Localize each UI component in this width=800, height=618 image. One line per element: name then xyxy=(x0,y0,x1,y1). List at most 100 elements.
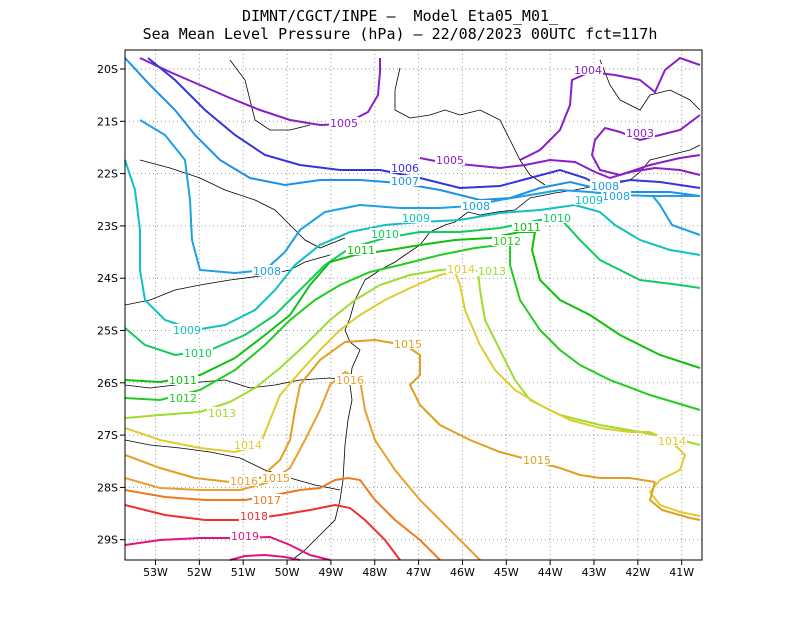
contour-label-bg xyxy=(390,175,420,186)
contour-label-bg xyxy=(168,392,198,403)
contour-label: 1016 xyxy=(336,374,364,387)
lon-tick-label: 46W xyxy=(450,566,475,579)
contour-label: 1004 xyxy=(574,64,602,77)
lon-tick-label: 43W xyxy=(582,566,607,579)
contour-line-1008b xyxy=(651,194,701,236)
contour-label-bg xyxy=(233,439,263,450)
contour-label-bg xyxy=(230,530,260,541)
contour-label-bg xyxy=(329,117,359,128)
contour-label: 1015 xyxy=(394,338,422,351)
contour-1017 xyxy=(124,476,441,561)
contour-label: 1009 xyxy=(402,212,430,225)
contour-label: 1008 xyxy=(253,265,281,278)
contour-label-bg xyxy=(252,494,282,505)
contour-label: 1014 xyxy=(447,263,475,276)
contour-line-1015b xyxy=(648,481,701,521)
contour-label-bg xyxy=(492,235,522,246)
contour-label-bg xyxy=(601,190,631,201)
contour-label-bg xyxy=(522,454,552,465)
contour-1008 xyxy=(139,119,701,275)
lon-tick-label: 48W xyxy=(362,566,387,579)
contour-label-bg xyxy=(172,324,202,335)
chart-subtitle: Sea Mean Level Pressure (hPa) – 22/08/20… xyxy=(142,25,658,43)
contour-label: 1018 xyxy=(240,510,268,523)
contour-label: 1009 xyxy=(575,194,603,207)
contour-line-1005b xyxy=(419,157,701,180)
contour-label: 1011 xyxy=(169,374,197,387)
contour-label-bg xyxy=(461,200,491,211)
contour-line-1004 xyxy=(519,56,701,161)
state-border-1 xyxy=(139,159,346,249)
chart-title: DIMNT/CGCT/INPE – Model Eta05_M01_ xyxy=(241,7,559,25)
contour-1018 xyxy=(124,503,401,561)
contour-1011 xyxy=(124,231,701,384)
contour-label-bg xyxy=(625,127,655,138)
state-border-4 xyxy=(124,439,341,491)
contour-1004 xyxy=(519,56,701,161)
contour-label: 1019 xyxy=(231,530,259,543)
axis-ticks: 53W 52W 51W 50W 49W 48W 47W 46W 45W 44W 43W 42W 41W 2… xyxy=(97,63,694,579)
contour-label-bg xyxy=(390,162,420,173)
contour-line-1014a xyxy=(124,270,701,517)
contour-label-bg xyxy=(239,510,269,521)
contour-label: 1010 xyxy=(543,212,571,225)
contour-label: 1008 xyxy=(591,180,619,193)
contour-label: 1008 xyxy=(602,190,630,203)
contour-label: 1017 xyxy=(253,494,281,507)
lon-tick-label: 51W xyxy=(231,566,256,579)
contour-label: 1013 xyxy=(478,265,506,278)
contour-label: 1014 xyxy=(658,435,686,448)
contour-label-bg xyxy=(335,374,365,385)
contour-line-1017 xyxy=(124,476,441,561)
lon-tick-label: 41W xyxy=(669,566,694,579)
contour-label: 1008 xyxy=(462,200,490,213)
contour-1005 xyxy=(139,57,701,180)
contour-label-bg xyxy=(574,194,604,205)
contour-1012 xyxy=(124,244,701,411)
lon-tick-label: 50W xyxy=(275,566,300,579)
contour-line-1008a xyxy=(139,119,700,275)
lat-tick-label: 28S xyxy=(97,481,118,494)
contour-label: 1003 xyxy=(626,127,654,140)
contour-line-1012 xyxy=(124,244,701,411)
lat-tick-label: 26S xyxy=(97,377,118,390)
lon-tick-label: 53W xyxy=(143,566,168,579)
contour-label-bg xyxy=(261,472,291,483)
contour-labels: 1003100410051005100610071008100810081008… xyxy=(168,64,687,543)
contour-line-1019b xyxy=(229,553,301,561)
contour-label-bg xyxy=(168,374,198,385)
map-frame xyxy=(124,49,703,561)
contour-label: 1006 xyxy=(391,162,419,175)
contour-1014 xyxy=(124,270,701,517)
contour-label-bg xyxy=(207,407,237,418)
lat-tick-label: 22S xyxy=(97,168,118,181)
contour-label: 1015 xyxy=(523,454,551,467)
contour-label-bg xyxy=(393,338,423,349)
contour-line-1009 xyxy=(124,159,701,332)
lat-lon-grid xyxy=(125,50,702,560)
contour-label-bg xyxy=(435,154,465,165)
contour-label: 1014 xyxy=(234,439,262,452)
lat-tick-label: 20S xyxy=(97,63,118,76)
lat-tick-label: 29S xyxy=(97,534,118,547)
contour-label-bg xyxy=(446,263,476,274)
contour-label: 1015 xyxy=(262,472,290,485)
contour-line-1011 xyxy=(124,231,701,384)
contour-label: 1009 xyxy=(173,324,201,337)
lon-tick-label: 47W xyxy=(406,566,431,579)
contour-label-bg xyxy=(370,228,400,239)
coastline xyxy=(124,59,701,561)
contour-1009 xyxy=(124,159,701,332)
contour-label-bg xyxy=(542,212,572,223)
contour-1003 xyxy=(590,114,701,177)
contour-label: 1005 xyxy=(330,117,358,130)
lat-tick-label: 23S xyxy=(97,220,118,233)
contour-label-bg xyxy=(401,212,431,223)
contour-line-1003 xyxy=(590,114,701,177)
contour-label-bg xyxy=(346,244,376,255)
contour-label-bg xyxy=(252,265,282,276)
contour-label-bg xyxy=(573,64,603,75)
lon-tick-label: 49W xyxy=(318,566,343,579)
contour-1006 xyxy=(147,57,701,190)
contour-label: 1012 xyxy=(169,392,197,405)
